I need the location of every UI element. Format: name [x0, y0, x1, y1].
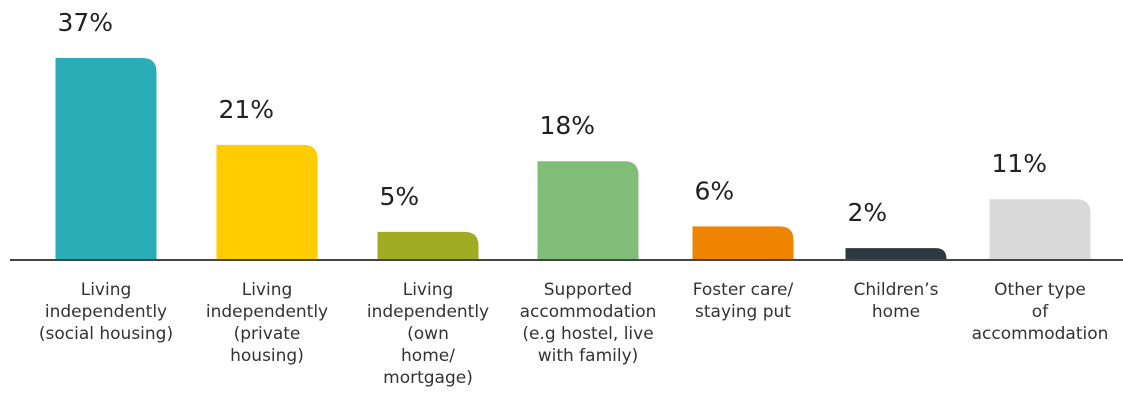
bar [377, 231, 479, 259]
x-tick-label: home/ [401, 346, 455, 366]
x-tick-label: (social housing) [39, 324, 173, 344]
x-tick-label: mortgage) [383, 368, 473, 388]
value-label: 37% [58, 8, 114, 37]
x-tick-label: home [872, 302, 920, 322]
value-label: 2% [848, 198, 888, 227]
x-tick-label: staying put [695, 302, 791, 322]
bar [692, 226, 794, 259]
x-tick-label: Living [81, 280, 132, 300]
x-tick-label: Supported [544, 280, 632, 300]
x-tick-label: (own [407, 324, 449, 344]
x-tick-label: independently [45, 302, 167, 322]
value-label: 18% [540, 111, 596, 140]
x-tick-label: Children’s [854, 280, 939, 300]
x-tick-label: accommodation [520, 302, 657, 322]
x-tick-label: independently [206, 302, 328, 322]
bar [55, 58, 157, 259]
x-tick-label: with family) [538, 346, 639, 366]
value-label: 21% [219, 95, 275, 124]
x-tick-label: of [1032, 302, 1049, 322]
x-tick-label: housing) [230, 346, 304, 366]
x-tick-label: Foster care/ [693, 280, 794, 300]
value-label: 11% [992, 149, 1048, 178]
x-tick-label: (private [234, 324, 301, 344]
x-tick-label: Living [403, 280, 454, 300]
bar [216, 144, 318, 259]
bar [989, 199, 1091, 259]
x-tick-label: independently [367, 302, 489, 322]
x-tick-label: accommodation [972, 324, 1109, 344]
x-tick-label: Living [242, 280, 293, 300]
bar [537, 161, 639, 259]
x-tick-label: Other type [994, 280, 1086, 300]
value-label: 5% [380, 182, 420, 211]
x-tick-label: (e.g hostel, live [522, 324, 653, 344]
bar [845, 248, 947, 259]
value-label: 6% [695, 176, 735, 205]
